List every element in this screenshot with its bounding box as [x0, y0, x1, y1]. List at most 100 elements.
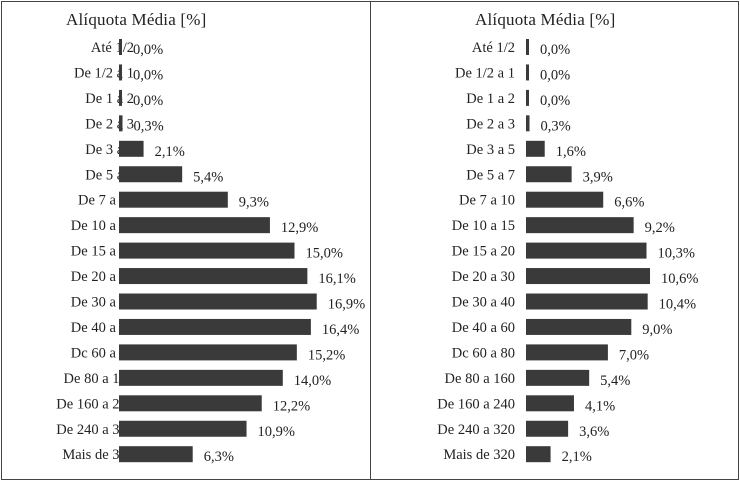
bar	[526, 369, 590, 386]
value-label: 0,0%	[133, 67, 163, 83]
value-label: 3,6%	[579, 424, 609, 440]
bar	[119, 166, 183, 183]
value-label: 10,6%	[661, 271, 698, 287]
value-label: 5,4%	[600, 373, 630, 389]
bar-chart-left: Até 1/2 0,0%De 1/2 a 1 0,0%De 1 a 2 0,0%De …	[56, 39, 365, 465]
value-label: 0,0%	[540, 93, 570, 109]
category-label: De 40 a 60	[452, 320, 515, 336]
value-label: 0,3%	[134, 118, 164, 134]
bar	[526, 64, 529, 81]
bar	[119, 39, 122, 55]
value-label: 10,9%	[258, 424, 295, 440]
value-label: 0,0%	[540, 67, 570, 83]
bar	[526, 140, 545, 157]
category-label: Dc 60 a 80	[452, 345, 515, 361]
category-label: De 7 a 10	[459, 193, 515, 209]
bar	[119, 318, 311, 335]
bar	[119, 191, 228, 208]
value-label: 2,1%	[155, 144, 185, 160]
chart-title-right: Alíquota Média [%]	[475, 10, 616, 29]
category-label: De 80 a 160	[445, 371, 515, 387]
value-label: 0,3%	[541, 118, 571, 134]
bar	[526, 39, 529, 55]
value-label: 14,0%	[294, 373, 331, 389]
value-label: 1,6%	[556, 144, 586, 160]
category-label: De 15 a 20	[71, 244, 134, 260]
bar	[119, 64, 122, 81]
category-label: De 40 a 60	[71, 320, 134, 336]
category-label: Até 1/2	[91, 40, 134, 56]
category-label: De 10 a 15	[452, 218, 515, 234]
bar	[119, 115, 123, 132]
value-label: 9,0%	[642, 322, 672, 338]
category-label: De 80 a 160	[64, 371, 134, 387]
value-label: 16,1%	[318, 271, 355, 287]
value-label: 16,4%	[322, 322, 359, 338]
bar	[119, 395, 262, 412]
bar	[526, 115, 530, 132]
value-label: 10,3%	[658, 246, 695, 262]
value-label: 16,9%	[328, 297, 365, 313]
bar	[119, 293, 317, 310]
category-label: De 240 a 320	[437, 422, 515, 438]
value-label: 3,9%	[583, 169, 613, 185]
bar	[526, 242, 647, 259]
category-label: De 2 a 3	[85, 116, 134, 132]
value-label: 9,3%	[239, 195, 269, 211]
category-label: De 30 a 40	[452, 295, 515, 311]
value-label: 15,0%	[306, 246, 343, 262]
bar-chart-right: Até 1/2 0,0% De 1/2 a 1 0,0% De 1 a 2 0,0% De …	[437, 39, 698, 465]
value-label: 2,1%	[562, 449, 592, 465]
value-label: 12,9%	[281, 220, 318, 236]
category-label: Até 1/2	[472, 40, 515, 56]
bar	[526, 191, 604, 208]
bar	[119, 446, 193, 463]
category-label: De 20 a 30	[452, 269, 515, 285]
bar	[526, 446, 551, 463]
bar	[526, 217, 634, 234]
value-label: 6,6%	[614, 195, 644, 211]
category-label: De 160 a 240	[437, 396, 515, 412]
bar	[119, 140, 144, 157]
category-label: De 10 a 15	[71, 218, 134, 234]
chart-title-left: Alíquota Média [%]	[66, 10, 207, 29]
bar	[526, 395, 574, 412]
category-label: De 1 a 2	[85, 91, 134, 107]
bar	[526, 166, 572, 183]
category-label: De 2 a 3	[466, 116, 515, 132]
bar	[526, 344, 608, 361]
category-label: Dc 60 a 80	[71, 345, 134, 361]
category-label: Mais de 320	[62, 447, 134, 463]
category-label: De 20 a 30	[71, 269, 134, 285]
bar	[119, 268, 308, 285]
chart-panel-left: Alíquota Média [%] Até 1/2 0,0% De 1/2 a 1…	[1, 1, 371, 480]
category-label: De 160 a 240	[56, 396, 134, 412]
bar	[119, 369, 283, 386]
bar	[119, 89, 122, 106]
category-label: De 30 a 40	[71, 295, 134, 311]
bar	[526, 318, 632, 335]
value-label: 15,2%	[308, 347, 345, 363]
category-label: De 15 a 20	[452, 244, 515, 260]
bar	[526, 293, 648, 310]
bar	[119, 242, 295, 259]
category-label: De 1 a 2	[466, 91, 515, 107]
bar	[119, 217, 270, 234]
category-label: De 3 a 5	[466, 142, 515, 158]
value-label: 4,1%	[585, 398, 615, 414]
value-label: 6,3%	[204, 449, 234, 465]
value-label: 7,0%	[619, 347, 649, 363]
bar	[526, 268, 651, 285]
category-label: De 240 a 320	[56, 422, 134, 438]
value-label: 0,0%	[540, 42, 570, 58]
chart-panel-right: Alíquota Média [%] Até 1/2 0,0% De 1/2 a 1…	[370, 1, 739, 480]
bar	[119, 420, 247, 437]
bar	[119, 344, 297, 361]
value-label: 9,2%	[645, 220, 675, 236]
category-label: Mais de 320	[443, 447, 515, 463]
value-label: 0,0%	[133, 93, 163, 109]
value-label: 5,4%	[193, 169, 223, 185]
value-label: 12,2%	[273, 398, 310, 414]
category-label: De 1/2 a 1	[74, 65, 134, 81]
value-label: 0,0%	[133, 42, 163, 58]
